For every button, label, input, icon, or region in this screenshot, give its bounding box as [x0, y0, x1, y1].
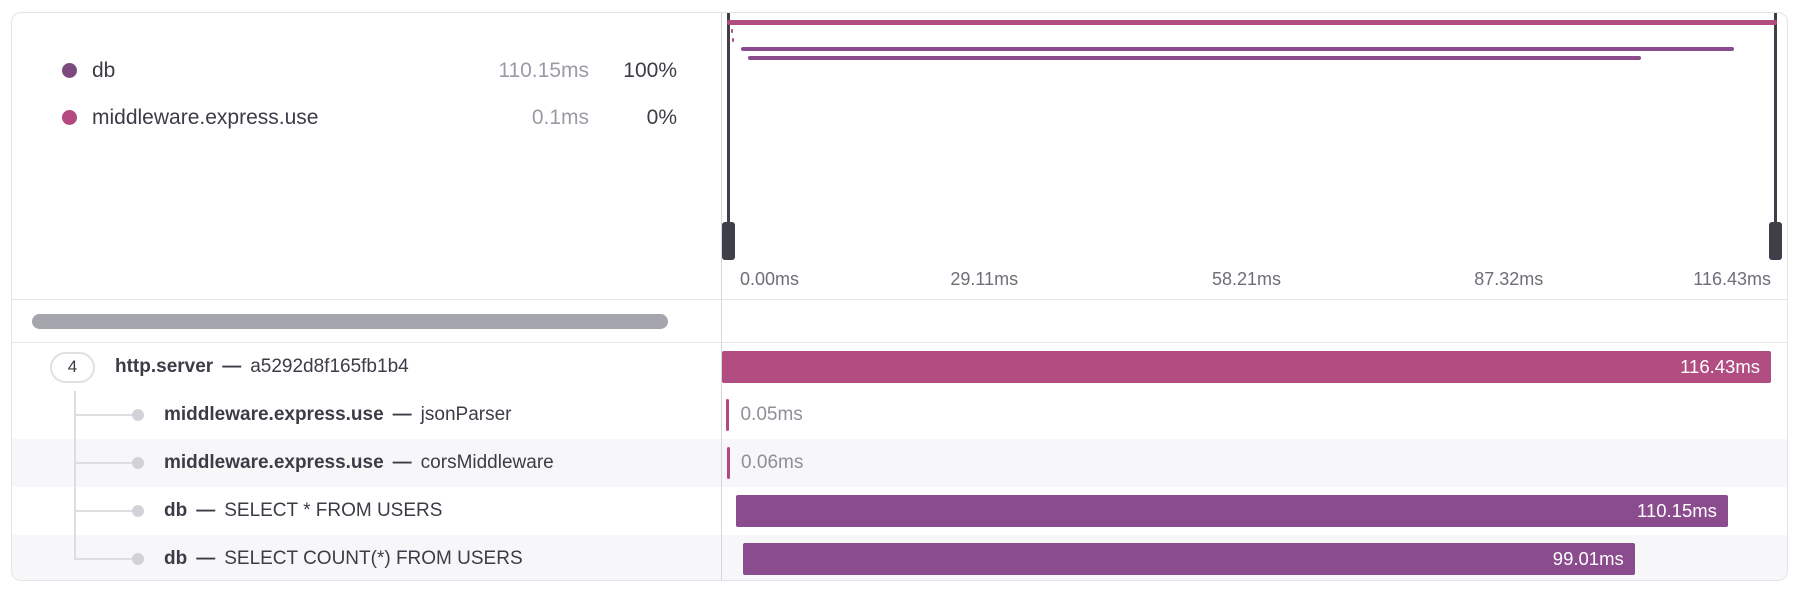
span-separator: — — [222, 356, 242, 377]
legend-percent: 100% — [623, 58, 677, 82]
span-row-label: middleware.express.use — corsMiddleware — [12, 439, 721, 487]
tree-connector-horizontal — [74, 510, 138, 512]
tree-node-dot — [132, 553, 144, 565]
scrollbar-row-spacer — [721, 300, 1787, 342]
tree-connector-horizontal — [74, 558, 138, 560]
time-axis: 0.00ms 29.11ms 58.21ms 87.32ms 116.43ms — [722, 259, 1771, 299]
span-separator: — — [196, 548, 216, 569]
brush-right-handle[interactable] — [1769, 222, 1782, 260]
span-row-timeline: 0.05ms — [721, 391, 1787, 439]
span-name: db — [164, 500, 188, 521]
span-row[interactable]: middleware.express.use — jsonParser 0.05ms — [12, 391, 1787, 439]
duration-bar[interactable] — [726, 399, 730, 431]
span-row-label: middleware.express.use — jsonParser — [12, 391, 721, 439]
span-row[interactable]: db — SELECT * FROM USERS 110.15ms — [12, 487, 1787, 535]
duration-bar[interactable]: 110.15ms — [735, 495, 1728, 527]
legend-duration: 110.15ms — [498, 58, 589, 82]
span-row-timeline: 99.01ms — [721, 535, 1787, 580]
timeline-track: 110.15ms — [722, 487, 1771, 535]
span-row-label: db — SELECT COUNT(*) FROM USERS — [12, 535, 721, 580]
span-detail: jsonParser — [420, 404, 512, 425]
legend-color-dot — [62, 110, 77, 125]
span-row[interactable]: 4 http.server — a5292d8f165fb1b4 116.43ms — [12, 343, 1787, 391]
span-row-timeline: 0.06ms — [721, 439, 1787, 487]
minimap-span — [731, 38, 734, 42]
legend-name: middleware.express.use — [92, 105, 319, 129]
span-row[interactable]: db — SELECT COUNT(*) FROM USERS 99.01ms — [12, 535, 1787, 580]
duration-label: 0.06ms — [741, 452, 804, 473]
legend-name: db — [92, 58, 116, 82]
span-detail: SELECT * FROM USERS — [224, 500, 443, 521]
span-name: middleware.express.use — [164, 404, 384, 425]
trace-minimap: 0.00ms 29.11ms 58.21ms 87.32ms 116.43ms — [721, 13, 1787, 299]
span-legend: db 110.15ms 100% middleware.express.use 0.1m… — [12, 13, 721, 299]
axis-tick: 87.32ms — [1474, 269, 1544, 289]
duration-label: 99.01ms — [1552, 548, 1624, 569]
span-waterfall: 4 http.server — a5292d8f165fb1b4 116.43ms mid… — [12, 343, 1787, 580]
legend-percent: 0% — [646, 105, 677, 129]
legend-duration: 0.1ms — [531, 105, 589, 129]
timeline-track: 0.05ms — [722, 391, 1771, 439]
axis-tick: 29.11ms — [950, 269, 1019, 289]
brush-right-edge[interactable] — [1774, 13, 1777, 259]
tree-connector-horizontal — [74, 462, 138, 464]
span-detail: SELECT COUNT(*) FROM USERS — [224, 548, 523, 569]
legend-item[interactable]: middleware.express.use 0.1ms 0% — [62, 94, 677, 141]
horizontal-scrollbar — [12, 300, 721, 342]
span-separator: — — [392, 452, 412, 473]
trace-viewer-panel: db 110.15ms 100% middleware.express.use 0.1m… — [11, 12, 1788, 581]
timeline-track: 0.06ms — [722, 439, 1771, 487]
minimap-span — [727, 20, 1777, 25]
tree-node-dot — [132, 457, 144, 469]
span-detail: a5292d8f165fb1b4 — [250, 356, 409, 377]
duration-label: 0.05ms — [740, 404, 803, 425]
duration-bar[interactable]: 99.01ms — [742, 543, 1635, 575]
duration-label: 116.43ms — [1680, 356, 1760, 377]
trace-overview-section: db 110.15ms 100% middleware.express.use 0.1m… — [12, 13, 1787, 300]
minimap-span — [747, 56, 1641, 60]
span-separator: — — [392, 404, 412, 425]
span-row[interactable]: middleware.express.use — corsMiddleware 0.0… — [12, 439, 1787, 487]
minimap-span — [740, 47, 1734, 51]
scrollbar-row — [12, 300, 1787, 343]
tree-node-dot — [132, 505, 144, 517]
span-name: db — [164, 548, 188, 569]
span-row-timeline: 116.43ms — [721, 343, 1787, 391]
timeline-track: 99.01ms — [722, 535, 1771, 580]
tree-connector-vertical — [74, 535, 76, 559]
minimap-chart[interactable] — [722, 13, 1782, 260]
duration-bar[interactable]: 116.43ms — [722, 351, 1771, 383]
legend-item[interactable]: db 110.15ms 100% — [62, 47, 677, 94]
brush-left-edge[interactable] — [727, 13, 730, 259]
axis-tick: 0.00ms — [740, 269, 800, 289]
span-row-timeline: 110.15ms — [721, 487, 1787, 535]
legend-color-dot — [62, 63, 77, 78]
span-detail: corsMiddleware — [420, 452, 554, 473]
duration-bar[interactable] — [726, 447, 730, 479]
axis-tick: 58.21ms — [1211, 269, 1282, 289]
span-row-label: 4 http.server — a5292d8f165fb1b4 — [12, 343, 721, 391]
minimap-span — [731, 29, 734, 33]
span-row-label: db — SELECT * FROM USERS — [12, 487, 721, 535]
axis-tick: 116.43ms — [1693, 269, 1771, 289]
span-separator: — — [196, 500, 216, 521]
tree-node-dot — [132, 409, 144, 421]
duration-label: 110.15ms — [1637, 500, 1717, 521]
brush-left-handle[interactable] — [722, 222, 735, 260]
span-name: middleware.express.use — [164, 452, 384, 473]
timeline-track: 116.43ms — [722, 343, 1771, 391]
scrollbar-thumb[interactable] — [32, 313, 668, 329]
span-name: http.server — [115, 356, 214, 377]
child-count-badge[interactable]: 4 — [50, 351, 95, 383]
tree-connector-horizontal — [74, 414, 138, 416]
